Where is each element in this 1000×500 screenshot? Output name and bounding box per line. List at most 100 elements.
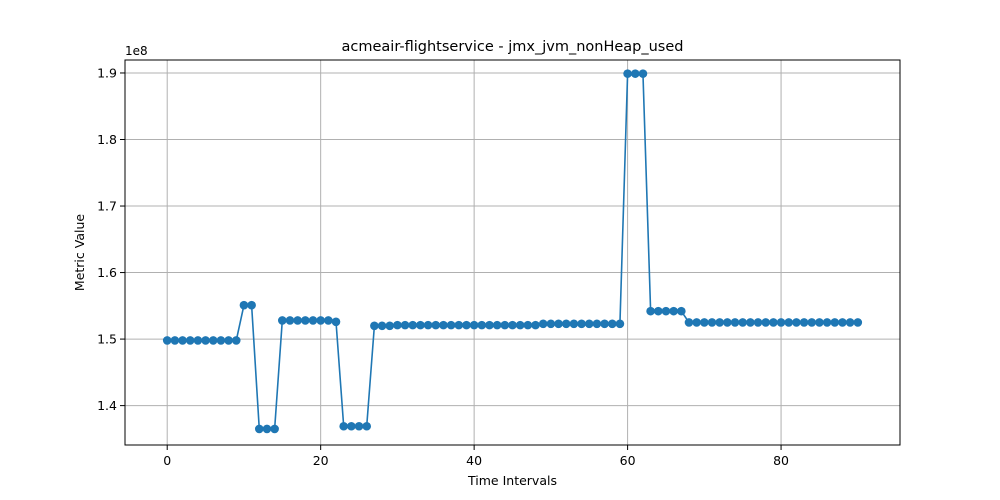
data-point	[485, 320, 494, 330]
data-point	[370, 321, 379, 331]
data-point	[208, 336, 218, 345]
y-tick-label: 1.7	[97, 199, 117, 214]
data-point	[201, 336, 210, 345]
data-point	[630, 69, 640, 78]
data-point	[408, 320, 418, 330]
data-point	[600, 319, 609, 329]
data-point	[653, 306, 663, 316]
data-point	[454, 320, 464, 330]
data-point	[707, 318, 717, 327]
data-point	[239, 300, 249, 310]
data-point	[792, 318, 801, 327]
data-point	[738, 318, 747, 327]
data-point	[278, 316, 287, 325]
data-point	[293, 316, 302, 325]
data-point	[561, 319, 571, 329]
data-point	[807, 318, 817, 327]
data-point	[784, 318, 794, 327]
data-point	[677, 306, 686, 316]
data-point	[339, 421, 348, 431]
x-tick-label: 0	[163, 453, 171, 468]
data-point	[700, 318, 709, 327]
data-point	[231, 336, 241, 345]
data-point	[254, 424, 264, 434]
data-point	[723, 318, 732, 327]
y-axis-label: Metric Value	[72, 214, 87, 291]
data-point	[178, 336, 187, 345]
data-point	[830, 318, 840, 327]
data-point	[692, 318, 701, 327]
data-point	[446, 320, 456, 330]
data-point	[270, 424, 279, 434]
data-point	[523, 320, 533, 330]
data-point	[730, 318, 740, 327]
y-tick-label: 1.9	[97, 65, 117, 80]
y-tick-label: 1.5	[97, 332, 117, 347]
x-axis-label: Time Intervals	[467, 473, 557, 488]
data-point	[661, 306, 671, 316]
data-point	[669, 306, 678, 316]
plot-frame	[124, 59, 901, 446]
data-point	[769, 318, 778, 327]
data-point	[592, 319, 602, 329]
y-axis-ticks: 1.4 1.5 1.6 1.7 1.8 1.9	[97, 65, 125, 413]
data-point	[162, 336, 172, 345]
data-point	[684, 318, 694, 327]
data-point	[531, 320, 540, 330]
data-point	[607, 319, 617, 329]
data-point	[416, 320, 425, 330]
data-point	[362, 421, 372, 431]
data-point	[638, 69, 648, 78]
data-point	[853, 318, 863, 327]
data-point	[508, 320, 517, 330]
data-point	[308, 316, 318, 325]
data-point	[615, 319, 625, 329]
data-point	[477, 320, 487, 330]
x-axis-ticks: 0 20 40 60 80	[163, 445, 789, 468]
series-markers	[162, 69, 863, 434]
data-point	[845, 318, 855, 327]
data-point	[569, 319, 579, 329]
data-point	[301, 316, 310, 325]
data-point	[554, 319, 563, 329]
y-axis-offset-label: 1e8	[125, 44, 148, 58]
data-point	[492, 320, 502, 330]
data-point	[185, 336, 195, 345]
data-point	[469, 320, 479, 330]
data-point	[623, 69, 632, 78]
data-point	[224, 336, 233, 345]
data-point	[347, 421, 356, 431]
data-point	[170, 336, 180, 345]
data-point	[354, 421, 364, 431]
data-point	[515, 320, 525, 330]
y-tick-label: 1.8	[97, 132, 117, 147]
data-point	[262, 424, 272, 434]
data-point	[331, 317, 341, 327]
data-point	[753, 318, 763, 327]
data-point	[500, 320, 510, 330]
data-point	[216, 336, 226, 345]
data-point	[776, 318, 786, 327]
data-point	[799, 318, 809, 327]
y-tick-label: 1.6	[97, 265, 117, 280]
data-point	[324, 316, 333, 325]
data-point	[584, 319, 594, 329]
data-point	[761, 318, 771, 327]
data-point	[193, 336, 203, 345]
x-tick-label: 20	[313, 453, 329, 468]
data-point	[822, 318, 832, 327]
data-point	[385, 321, 395, 331]
data-point	[546, 319, 556, 329]
data-point	[393, 320, 402, 330]
data-point	[285, 316, 295, 325]
data-point	[377, 321, 387, 331]
y-tick-label: 1.4	[97, 398, 117, 413]
data-point	[423, 320, 433, 330]
data-point	[462, 320, 471, 330]
data-point	[715, 318, 724, 327]
data-point	[838, 318, 847, 327]
data-point	[431, 320, 441, 330]
